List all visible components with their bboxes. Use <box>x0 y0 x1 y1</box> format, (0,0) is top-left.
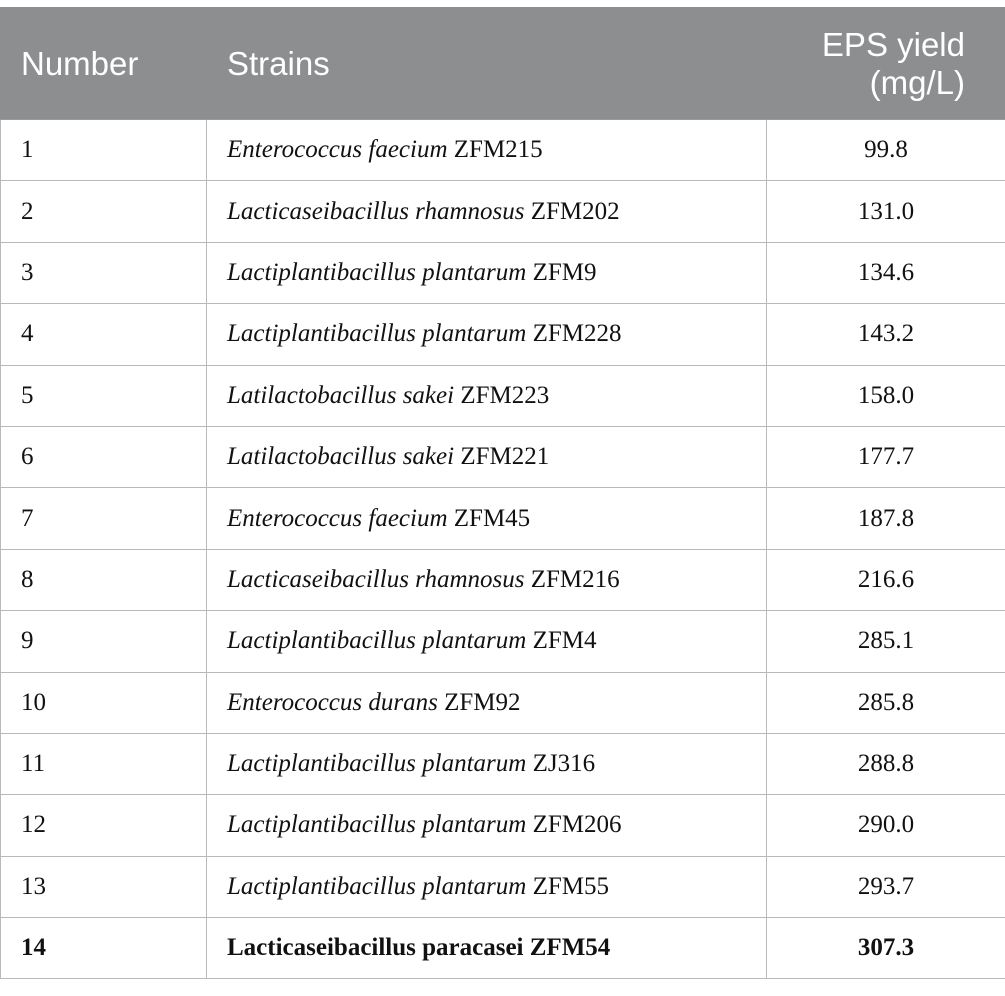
strain-species: Lactiplantibacillus plantarum <box>227 750 527 778</box>
table-row: 4 Lactiplantibacillus plantarum ZFM228 1… <box>0 303 1005 366</box>
table-row: 5 Latilactobacillus sakei ZFM223 158.0 <box>0 364 1005 427</box>
strain-species: Latilactobacillus sakei <box>227 381 455 409</box>
strain-id: ZFM215 <box>447 136 543 164</box>
row-eps-yield: 285.1 <box>766 610 1005 673</box>
table-header: Number Strains EPS yield (mg/L) <box>0 7 1005 120</box>
row-number: 1 <box>0 118 207 182</box>
table-row: 9 Lactiplantibacillus plantarum ZFM4 285… <box>0 610 1005 673</box>
header-number: Number <box>0 7 207 120</box>
row-number: 9 <box>0 610 207 673</box>
row-strain: Lactiplantibacillus plantarum ZFM228 <box>206 303 767 366</box>
row-eps-yield: 216.6 <box>766 548 1005 612</box>
table-row: 8 Lacticaseibacillus rhamnosus ZFM216 21… <box>0 548 1005 612</box>
row-strain: Lacticaseibacillus paracasei ZFM54 <box>206 917 767 980</box>
strain-id: ZFM92 <box>437 688 521 716</box>
strain-id: ZFM228 <box>526 320 622 348</box>
strain-species: Lactiplantibacillus plantarum <box>227 811 527 839</box>
row-number: 13 <box>0 855 207 919</box>
table-row: 7 Enterococcus faecium ZFM45 187.8 <box>0 487 1005 550</box>
row-eps-yield: 158.0 <box>766 364 1005 427</box>
row-strain: Lactiplantibacillus plantarum ZJ316 <box>206 732 767 796</box>
strain-id: ZFM206 <box>526 811 622 839</box>
strain-species: Enterococcus durans <box>227 688 438 716</box>
row-number: 3 <box>0 241 207 305</box>
table-row: 6 Latilactobacillus sakei ZFM221 177.7 <box>0 425 1005 489</box>
row-eps-yield: 131.0 <box>766 180 1005 243</box>
table-row: 2 Lacticaseibacillus rhamnosus ZFM202 13… <box>0 180 1005 243</box>
strain-species: Lactiplantibacillus plantarum <box>227 627 527 655</box>
table-row: 1 Enterococcus faecium ZFM215 99.8 <box>0 118 1005 182</box>
strain-species: Lacticaseibacillus rhamnosus <box>227 565 525 593</box>
strain-id: ZFM54 <box>523 934 611 962</box>
strain-id: ZFM4 <box>526 627 597 655</box>
strain-id: ZFM9 <box>526 258 597 286</box>
row-strain: Enterococcus faecium ZFM215 <box>206 118 767 182</box>
row-number: 5 <box>0 364 207 427</box>
header-eps-yield: EPS yield (mg/L) <box>766 7 1005 120</box>
row-number: 2 <box>0 180 207 243</box>
strain-id: ZJ316 <box>526 750 596 778</box>
row-number: 12 <box>0 794 207 857</box>
strain-id: ZFM202 <box>524 197 620 225</box>
row-number: 14 <box>0 917 207 980</box>
strain-species: Lacticaseibacillus rhamnosus <box>227 197 525 225</box>
table-row: 13 Lactiplantibacillus plantarum ZFM55 2… <box>0 855 1005 919</box>
row-eps-yield: 285.8 <box>766 671 1005 734</box>
strain-id: ZFM45 <box>447 504 531 532</box>
table-row-highlighted: 14 Lacticaseibacillus paracasei ZFM54 30… <box>0 917 1005 980</box>
table-row: 3 Lactiplantibacillus plantarum ZFM9 134… <box>0 241 1005 305</box>
eps-yield-table: Number Strains EPS yield (mg/L) 1 Entero… <box>0 7 1005 980</box>
strain-id: ZFM216 <box>524 565 620 593</box>
strain-id: ZFM223 <box>454 381 550 409</box>
row-number: 11 <box>0 732 207 796</box>
row-eps-yield: 143.2 <box>766 303 1005 366</box>
row-strain: Latilactobacillus sakei ZFM221 <box>206 425 767 489</box>
row-eps-yield: 177.7 <box>766 425 1005 489</box>
row-number: 10 <box>0 671 207 734</box>
table-row: 11 Lactiplantibacillus plantarum ZJ316 2… <box>0 732 1005 796</box>
row-number: 6 <box>0 425 207 489</box>
header-strains: Strains <box>206 7 767 120</box>
strain-species: Latilactobacillus sakei <box>227 443 455 471</box>
table-row: 12 Lactiplantibacillus plantarum ZFM206 … <box>0 794 1005 857</box>
header-row: Number Strains EPS yield (mg/L) <box>0 7 1005 120</box>
row-eps-yield: 187.8 <box>766 487 1005 550</box>
row-strain: Lactiplantibacillus plantarum ZFM9 <box>206 241 767 305</box>
row-strain: Latilactobacillus sakei ZFM223 <box>206 364 767 427</box>
row-strain: Enterococcus faecium ZFM45 <box>206 487 767 550</box>
row-eps-yield: 99.8 <box>766 118 1005 182</box>
row-eps-yield: 307.3 <box>766 917 1005 980</box>
row-eps-yield: 293.7 <box>766 855 1005 919</box>
table-row: 10 Enterococcus durans ZFM92 285.8 <box>0 671 1005 734</box>
row-number: 7 <box>0 487 207 550</box>
row-number: 8 <box>0 548 207 612</box>
row-eps-yield: 134.6 <box>766 241 1005 305</box>
strain-species: Lactiplantibacillus plantarum <box>227 320 527 348</box>
row-eps-yield: 288.8 <box>766 732 1005 796</box>
row-strain: Lacticaseibacillus rhamnosus ZFM202 <box>206 180 767 243</box>
strain-species: Enterococcus faecium <box>227 136 448 164</box>
row-strain: Lactiplantibacillus plantarum ZFM206 <box>206 794 767 857</box>
strain-species: Enterococcus faecium <box>227 504 448 532</box>
row-number: 4 <box>0 303 207 366</box>
strain-species: Lactiplantibacillus plantarum <box>227 258 527 286</box>
row-strain: Lacticaseibacillus rhamnosus ZFM216 <box>206 548 767 612</box>
row-strain: Enterococcus durans ZFM92 <box>206 671 767 734</box>
strain-id: ZFM221 <box>454 443 550 471</box>
row-strain: Lactiplantibacillus plantarum ZFM4 <box>206 610 767 673</box>
row-eps-yield: 290.0 <box>766 794 1005 857</box>
table-body: 1 Enterococcus faecium ZFM215 99.8 2 Lac… <box>0 118 1005 980</box>
strain-id: ZFM55 <box>526 872 609 900</box>
row-strain: Lactiplantibacillus plantarum ZFM55 <box>206 855 767 919</box>
strain-species: Lacticaseibacillus paracasei <box>227 934 524 962</box>
strain-species: Lactiplantibacillus plantarum <box>227 872 527 900</box>
